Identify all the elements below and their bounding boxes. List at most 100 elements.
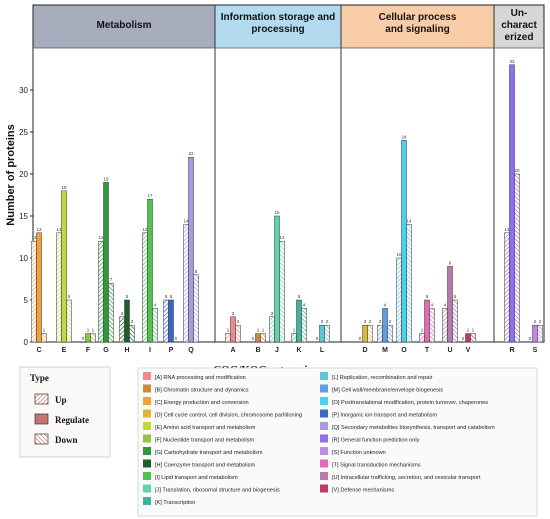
bar-value-label: 0: [82, 336, 85, 341]
bar-value-label: 2: [534, 319, 537, 324]
bar-value-label: 1: [257, 328, 260, 333]
legend-category-swatch: [320, 372, 328, 380]
bar-H-down: [129, 324, 135, 343]
bar-B-down: [260, 333, 266, 343]
legend-category-swatch: [143, 397, 151, 405]
bar-Q-up: [183, 224, 189, 343]
y-tick-label: 10: [19, 254, 28, 263]
legend-category-label: [G] Carbohydrate transport and metabolis…: [155, 450, 263, 456]
bar-value-label: 15: [274, 210, 280, 215]
y-tick-label: 0: [24, 338, 29, 347]
bar-value-label: 1: [87, 328, 90, 333]
bar-A-down: [235, 324, 241, 343]
x-tick-label: B: [255, 347, 260, 354]
bar-value-label: 2: [379, 319, 382, 324]
bar-value-label: 13: [36, 227, 42, 232]
bar-value-label: 4: [154, 302, 157, 307]
x-tick-label: T: [425, 347, 430, 354]
bar-D-down: [367, 324, 373, 343]
bar-I-regulate: [147, 198, 153, 343]
legend-category-label: [S] Function unknown: [332, 450, 386, 456]
bar-value-label: 1: [472, 328, 475, 333]
bar-value-label: 5: [126, 294, 129, 299]
bar-value-label: 2: [326, 319, 329, 324]
x-tick-label: G: [103, 347, 109, 354]
bar-value-label: 1: [262, 328, 265, 333]
bar-C-up: [31, 240, 37, 343]
legend-category-label: [U] Intracellular trafficking, secretion…: [332, 475, 481, 481]
bar-value-label: 3: [121, 311, 124, 316]
bar-value-label: 2: [131, 319, 134, 324]
group-header-label: Information storage and processing: [221, 12, 335, 35]
legend-category-label: [E] Amino acid transport and metabolism: [155, 425, 256, 431]
bar-B-regulate: [255, 333, 261, 343]
bar-G-regulate: [103, 182, 109, 343]
legend-category-swatch: [143, 434, 151, 443]
bar-V-down: [470, 333, 476, 343]
group-header-bg: [33, 5, 215, 48]
bar-value-label: 4: [444, 302, 447, 307]
legend-category-swatch: [143, 372, 151, 380]
bar-F-down: [90, 333, 96, 343]
x-tick-label: D: [362, 347, 367, 354]
bar-A-regulate: [230, 316, 236, 343]
x-tick-label: M: [382, 347, 388, 354]
bar-value-label: 2: [237, 319, 240, 324]
bar-T-regulate: [424, 299, 430, 343]
bar-Q-down: [193, 274, 199, 343]
y-tick-label: 15: [19, 212, 28, 221]
bar-value-label: 14: [183, 218, 189, 223]
bar-value-label: 18: [61, 185, 67, 190]
bar-O-regulate: [401, 140, 407, 343]
legend-category-swatch: [320, 384, 328, 393]
bar-C-down: [41, 333, 47, 343]
category-group-bands: Metabolism Information storage and process…: [33, 5, 544, 342]
x-tick-label: S: [533, 347, 538, 354]
legend-category-label: [Q] Secondary metabolites biosynthesis, …: [332, 425, 495, 431]
legend-category-swatch: [320, 447, 328, 455]
legend-category-label: [K] Transcription: [155, 500, 195, 506]
bar-value-label: 7: [110, 277, 113, 282]
legend-category-swatch: [320, 472, 328, 480]
bar-value-label: 12: [279, 235, 285, 240]
group-header-label: Cellular process and signaling: [379, 12, 457, 35]
bar-value-label: 10: [396, 252, 402, 257]
bar-J-up: [269, 316, 275, 343]
bar-E-up: [56, 232, 62, 343]
x-tick-label: K: [296, 347, 301, 354]
bar-value-label: 13: [56, 227, 62, 232]
bar-value-label: 0: [359, 336, 362, 341]
bar-value-label: 0: [316, 336, 319, 341]
bar-value-label: 3: [271, 311, 274, 316]
bar-U-regulate: [447, 266, 453, 343]
bar-value-label: 5: [68, 294, 71, 299]
legend-category-swatch: [320, 484, 328, 493]
bar-C-regulate: [36, 232, 42, 343]
bar-K-regulate: [296, 299, 302, 343]
x-tick-label: O: [401, 347, 407, 354]
bar-I-down: [152, 308, 158, 343]
legend-label-regulate: Regulate: [55, 415, 89, 425]
bar-S-down: [537, 324, 543, 343]
bar-value-label: 5: [170, 294, 173, 299]
bar-U-down: [452, 299, 458, 343]
bar-J-down: [279, 240, 285, 343]
group-header-line: processing: [251, 24, 304, 35]
legend-type-box: Type Up Regulate Down: [19, 366, 111, 458]
x-tick-label: U: [447, 347, 452, 354]
bar-M-down: [387, 324, 393, 343]
bar-value-label: 5: [454, 294, 457, 299]
group-header-line: Information storage and: [221, 12, 335, 23]
bar-Q-regulate: [188, 156, 194, 343]
legend-category-swatch: [143, 447, 151, 455]
bar-value-label: 8: [195, 269, 198, 274]
x-tick-label: C: [36, 347, 41, 354]
bar-value-label: 14: [406, 218, 412, 223]
y-tick-label: 30: [19, 86, 28, 95]
legend-category-swatch: [143, 484, 151, 493]
y-tick-label: 20: [19, 170, 28, 179]
bar-value-label: 2: [539, 319, 542, 324]
bar-value-label: 2: [369, 319, 372, 324]
bar-value-label: 33: [509, 59, 515, 64]
